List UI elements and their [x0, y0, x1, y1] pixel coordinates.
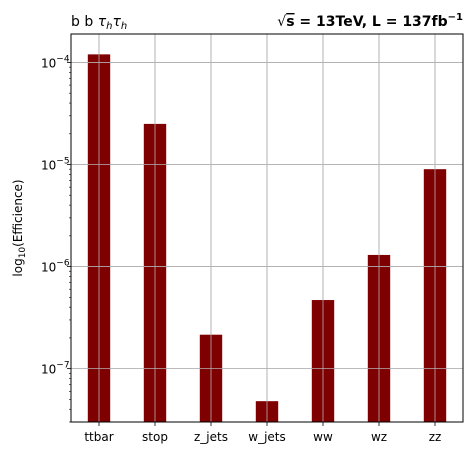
- title-tau2: τ: [112, 14, 121, 30]
- title-sqrt: √: [277, 14, 286, 30]
- y-tick-label: 10−5: [41, 157, 70, 173]
- y-tick-mantissa: 10: [41, 261, 56, 275]
- title-sub2: h: [121, 21, 127, 32]
- y-tick-exponent: −7: [56, 361, 69, 371]
- x-tick-label-stop: stop: [142, 430, 168, 444]
- y-tick-label: 10−7: [41, 361, 70, 377]
- x-tick-label-zz: zz: [429, 430, 442, 444]
- title-left-prefix: b b: [71, 14, 98, 30]
- labels: ttbar stop z_jets w_jets ww wz zz10−710−610−51…: [41, 54, 441, 444]
- y-tick-exponent: −5: [56, 157, 69, 167]
- grid-overlay: [71, 34, 463, 422]
- chart-title-right: √s = 13TeV, L = 137fb−1: [277, 12, 463, 30]
- title-energy: = 13TeV, L = 137fb: [295, 14, 448, 30]
- x-tick-label-wz: wz: [371, 430, 387, 444]
- title-exponent: −1: [448, 12, 463, 23]
- x-tick-label-ttbar: ttbar: [84, 430, 113, 444]
- ylabel-log: log: [11, 258, 25, 276]
- x-tick-label-ww: ww: [313, 430, 333, 444]
- title-s: s: [286, 14, 294, 30]
- y-tick-mantissa: 10: [41, 363, 56, 377]
- y-axis-label: log10(Efficience): [11, 179, 28, 276]
- ticks: [67, 62, 436, 426]
- y-tick-exponent: −4: [56, 54, 70, 64]
- x-tick-label-w_jets: w_jets: [248, 430, 286, 444]
- y-tick-mantissa: 10: [41, 56, 56, 70]
- chart-title-left: b b τhτh: [71, 14, 127, 32]
- y-tick-label: 10−6: [41, 259, 70, 275]
- y-tick-exponent: −6: [56, 259, 70, 269]
- title-tau1: τ: [98, 14, 107, 30]
- ylabel-base: 10: [18, 247, 28, 259]
- y-tick-label: 10−4: [41, 54, 70, 70]
- title-sub1: h: [106, 21, 112, 32]
- y-tick-mantissa: 10: [41, 159, 56, 173]
- x-tick-label-z_jets: z_jets: [194, 430, 228, 444]
- ylabel-text: (Efficience): [11, 179, 25, 246]
